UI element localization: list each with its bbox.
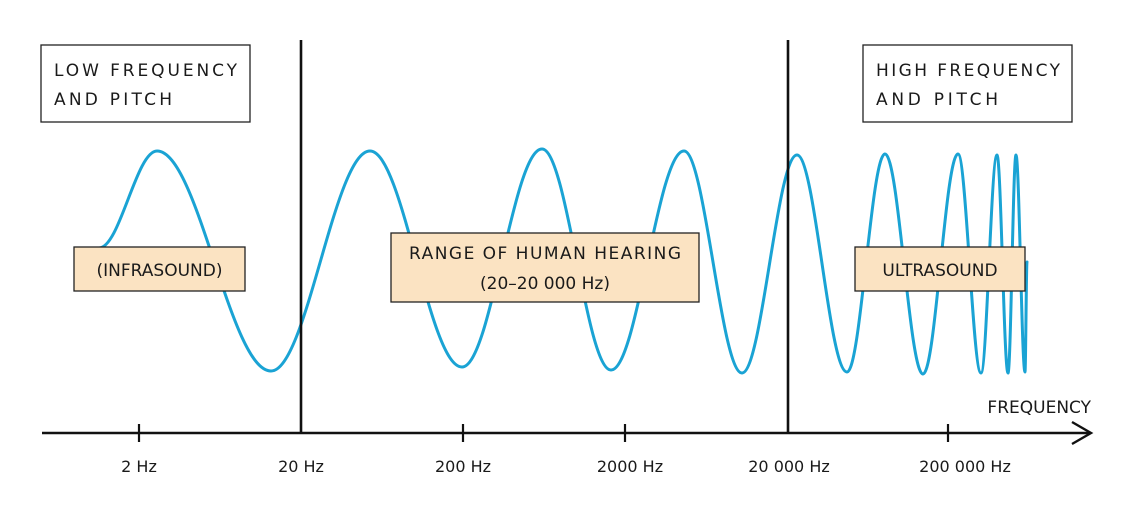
frequency-axis: FREQUENCY 2 Hz 20 Hz 200 Hz 2000 Hz 20 0…: [42, 398, 1094, 476]
infrasound-label-box: (INFRASOUND): [73, 246, 246, 292]
tick-label-20000hz: 20 000 Hz: [748, 457, 830, 476]
high-frequency-line2: AND PITCH: [876, 90, 998, 110]
human-hearing-label-box: RANGE OF HUMAN HEARING (20–20 000 Hz): [390, 232, 700, 303]
tick-label-20hz: 20 Hz: [278, 457, 324, 476]
ultrasound-label-box: ULTRASOUND: [854, 246, 1026, 292]
human-hearing-line1: RANGE OF HUMAN HEARING: [409, 244, 681, 264]
low-frequency-box: LOW FREQUENCY AND PITCH: [40, 44, 251, 123]
ultrasound-label: ULTRASOUND: [882, 261, 997, 281]
infrasound-label: (INFRASOUND): [97, 261, 223, 281]
axis-arrow-icon: [1071, 420, 1094, 446]
tick-label-2000hz: 2000 Hz: [597, 457, 663, 476]
high-frequency-line1: HIGH FREQUENCY: [876, 61, 1061, 81]
human-hearing-line2: (20–20 000 Hz): [480, 274, 610, 294]
high-frequency-box: HIGH FREQUENCY AND PITCH: [862, 44, 1073, 123]
axis-label: FREQUENCY: [987, 398, 1091, 418]
tick-label-200000hz: 200 000 Hz: [919, 457, 1011, 476]
tick-label-200hz: 200 Hz: [435, 457, 491, 476]
tick-label-2hz: 2 Hz: [121, 457, 157, 476]
low-frequency-line2: AND PITCH: [54, 90, 172, 110]
